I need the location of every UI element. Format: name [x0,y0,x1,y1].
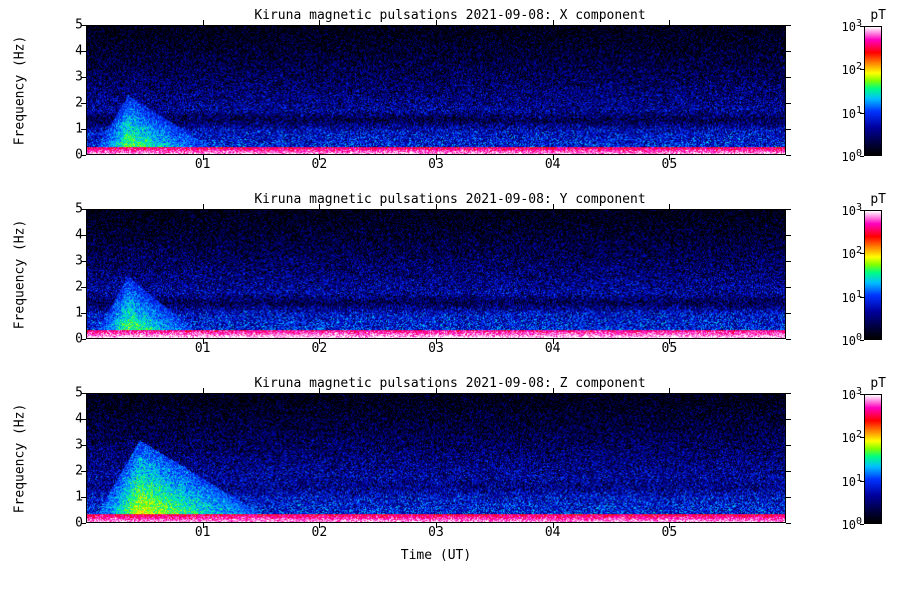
colorbar-label-z: pT [870,376,886,391]
ytick-label: 0 [55,148,83,163]
colorbar-ticks-x: 100101102103 [828,26,862,156]
ytick-label: 2 [55,464,83,479]
colorbar-ticks-z: 100101102103 [828,394,862,524]
ylabel-text: Frequency (Hz) [13,219,28,329]
ytick-label: 4 [55,228,83,243]
ytick-label: 0 [55,516,83,531]
colorbar-label-y: pT [870,192,886,207]
colorbar-ticks-y: 100101102103 [828,210,862,340]
colorbar-tick-label: 102 [828,245,862,261]
yticklabels-x: 012345 [55,25,83,155]
colorbar-tick-label: 103 [828,18,862,34]
panel-y: Kiruna magnetic pulsations 2021-09-08: Y… [0,192,900,359]
panel-title-x: Kiruna magnetic pulsations 2021-09-08: X… [0,8,900,25]
plot-row-z: Frequency (Hz)0123450102030405 [0,393,900,543]
colorbar-label-x: pT [870,8,886,23]
colorbar-tick-label: 103 [828,386,862,402]
ytick-label: 4 [55,412,83,427]
colorbar-tick-label: 101 [828,289,862,305]
ytick-label: 1 [55,490,83,505]
panel-z: Kiruna magnetic pulsations 2021-09-08: Z… [0,376,900,543]
ylabel-text: Frequency (Hz) [13,403,28,513]
colorbar-tick-label: 100 [828,332,862,348]
ytick-label: 3 [55,438,83,453]
panel-title-z: Kiruna magnetic pulsations 2021-09-08: Z… [0,376,900,393]
ytick-label: 3 [55,254,83,269]
ytick-label: 5 [55,202,83,217]
colorbar-tick-label: 102 [828,429,862,445]
ytick-label: 2 [55,280,83,295]
colorbar-x [864,26,882,156]
colorbar-tick-label: 101 [828,473,862,489]
ylabel-x: Frequency (Hz) [10,25,30,155]
ylabel-z: Frequency (Hz) [10,393,30,523]
colorbar-y [864,210,882,340]
ytick-label: 5 [55,386,83,401]
colorbar-tick-label: 101 [828,105,862,121]
ytick-label: 1 [55,122,83,137]
xlabel: Time (UT) [86,544,786,563]
colorbar-z [864,394,882,524]
ylabel-y: Frequency (Hz) [10,209,30,339]
ytick-label: 5 [55,18,83,33]
ytick-label: 0 [55,332,83,347]
ytick-label: 2 [55,96,83,111]
colorbar-tick-label: 102 [828,61,862,77]
ytick-label: 3 [55,70,83,85]
colorbar-tick-label: 100 [828,516,862,532]
colorbar-tick-label: 100 [828,148,862,164]
panel-title-y: Kiruna magnetic pulsations 2021-09-08: Y… [0,192,900,209]
xticks-y [86,209,786,339]
yticklabels-y: 012345 [55,209,83,339]
plot-row-x: Frequency (Hz)0123450102030405 [0,25,900,175]
ytick-label: 4 [55,44,83,59]
yticklabels-z: 012345 [55,393,83,523]
xticks-x [86,25,786,155]
ylabel-text: Frequency (Hz) [13,35,28,145]
plot-row-y: Frequency (Hz)0123450102030405 [0,209,900,359]
ytick-label: 1 [55,306,83,321]
panel-x: Kiruna magnetic pulsations 2021-09-08: X… [0,8,900,175]
xticks-z [86,393,786,523]
colorbar-tick-label: 103 [828,202,862,218]
